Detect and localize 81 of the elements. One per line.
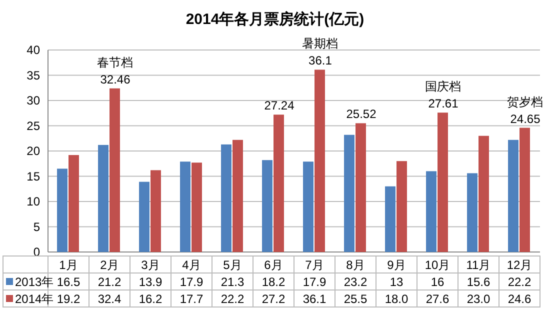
bar <box>385 186 396 252</box>
x-tick-label: 12月 <box>506 258 532 272</box>
data-label: 15.6 <box>466 275 490 289</box>
annotation: 国庆档 <box>425 80 462 94</box>
data-label: 17.9 <box>302 275 326 289</box>
bar <box>396 161 407 252</box>
data-label: 18.0 <box>384 292 408 306</box>
x-tick-label: 5月 <box>223 258 242 272</box>
x-tick-label: 11月 <box>466 258 491 272</box>
data-label: 18.2 <box>262 275 286 289</box>
data-label: 13.9 <box>138 275 162 289</box>
bar <box>344 134 354 252</box>
y-tick-label: 40 <box>26 43 40 57</box>
bar <box>232 140 243 252</box>
legend-label: 2013年 <box>15 275 54 289</box>
bar <box>150 170 161 252</box>
annotation: 25.52 <box>346 107 377 122</box>
bar <box>180 162 190 252</box>
data-label: 22.2 <box>220 292 244 306</box>
x-tick-label: 9月 <box>387 258 406 272</box>
annotation: 贺岁档 <box>507 94 544 109</box>
bar <box>98 144 108 252</box>
data-label: 25.5 <box>344 292 368 306</box>
data-label: 23.0 <box>466 292 490 306</box>
data-label: 22.2 <box>508 275 532 289</box>
annotation: 36.1 <box>308 54 332 68</box>
data-label: 16.2 <box>138 292 162 306</box>
data-label: 16 <box>430 275 444 289</box>
data-label: 16.5 <box>56 275 80 289</box>
annotation: 32.46 <box>100 72 131 86</box>
data-label: 21.3 <box>220 275 244 289</box>
annotation: 春节档 <box>97 55 134 70</box>
bar <box>57 168 68 252</box>
bar <box>221 144 232 252</box>
annotation: 27.24 <box>264 98 295 113</box>
bar <box>192 162 202 252</box>
bar <box>520 128 530 252</box>
data-label: 24.6 <box>508 292 532 306</box>
data-label: 23.2 <box>344 275 368 289</box>
data-label: 17.9 <box>180 275 204 289</box>
bar <box>356 123 366 252</box>
bar <box>426 171 436 252</box>
data-label: 36.1 <box>302 292 326 306</box>
annotation: 24.65 <box>510 112 541 126</box>
y-tick-label: 30 <box>26 94 40 108</box>
y-tick-label: 35 <box>26 68 40 82</box>
x-tick-label: 6月 <box>264 258 283 272</box>
x-tick-label: 2月 <box>100 258 119 272</box>
bar <box>68 155 79 252</box>
annotation: 暑期档 <box>302 36 338 51</box>
data-label: 32.4 <box>98 292 122 306</box>
bar <box>467 173 478 252</box>
bar <box>478 136 489 252</box>
bar <box>438 112 448 252</box>
data-label: 17.7 <box>180 292 204 306</box>
annotation: 27.61 <box>428 96 459 111</box>
x-tick-label: 10月 <box>424 258 450 272</box>
y-tick-label: 20 <box>26 144 40 158</box>
bar <box>139 182 150 252</box>
data-label: 27.6 <box>426 292 450 306</box>
x-tick-label: 4月 <box>182 258 201 272</box>
x-tick-label: 1月 <box>59 258 78 272</box>
y-tick-label: 10 <box>26 194 40 208</box>
bar <box>274 114 284 252</box>
bar <box>110 88 120 252</box>
legend-label: 2014年 <box>15 292 54 306</box>
data-label: 27.2 <box>262 292 286 306</box>
x-tick-label: 3月 <box>141 258 160 272</box>
data-label: 13 <box>390 275 404 289</box>
y-tick-label: 15 <box>26 169 40 184</box>
y-tick-label: 25 <box>26 118 40 133</box>
bar <box>508 140 518 252</box>
data-label: 21.2 <box>98 275 122 289</box>
chart-title: 2014年各月票房统计(亿元) <box>186 10 364 28</box>
bar <box>314 70 325 252</box>
bar <box>262 160 272 252</box>
x-tick-label: 8月 <box>346 258 365 272</box>
data-label: 19.2 <box>56 292 80 306</box>
y-tick-label: 5 <box>33 220 40 234</box>
bar <box>303 162 314 252</box>
x-tick-label: 7月 <box>305 258 324 272</box>
